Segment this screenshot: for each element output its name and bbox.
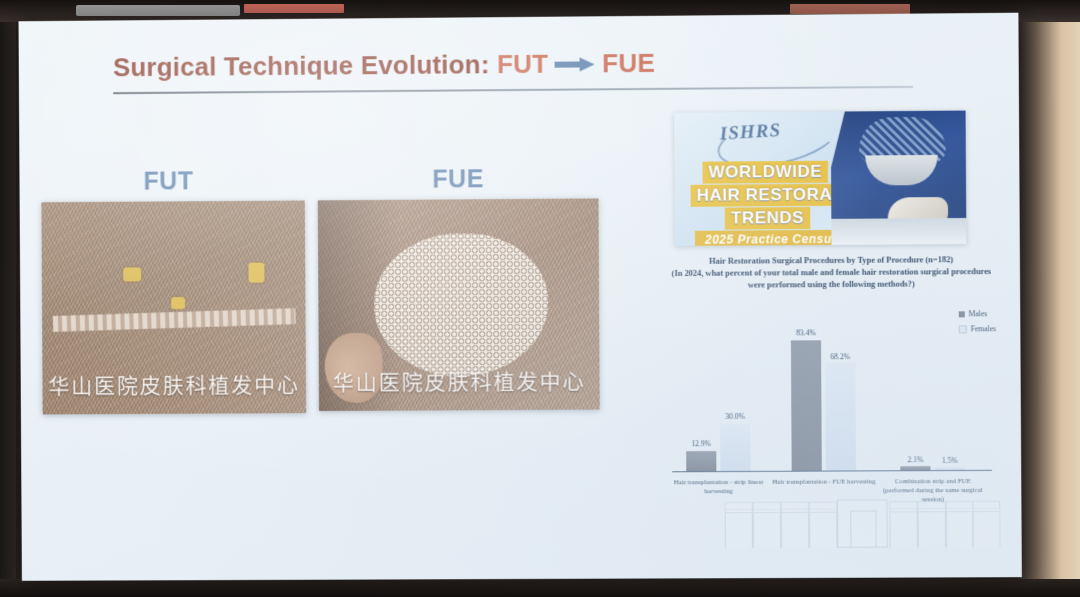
surgical-clip-icon xyxy=(171,297,186,310)
legend-item-males: Males xyxy=(958,306,996,321)
bar-males-0 xyxy=(686,450,717,471)
bar-males-2 xyxy=(900,466,931,470)
bar-females-2 xyxy=(934,467,965,470)
legend-swatch-males xyxy=(958,311,965,318)
bar-males-1 xyxy=(790,339,822,471)
presentation-slide: Surgical Technique Evolution: FUT FUE FUT… xyxy=(18,12,1022,581)
surgical-clip-icon xyxy=(248,262,265,283)
ceiling-accent-red-right xyxy=(790,4,910,14)
chart-subtitle: (In 2024, what percent of your total mal… xyxy=(671,267,992,290)
surgical-clip-icon xyxy=(123,267,142,282)
chart-title-block: Hair Restoration Surgical Procedures by … xyxy=(663,254,1000,293)
legend-item-females: Females xyxy=(958,321,996,336)
right-arrow-icon xyxy=(554,57,596,72)
fue-extraction-sites-photo: 华山医院皮肤科植发中心 xyxy=(317,198,600,412)
building-facade-graphic xyxy=(724,499,1001,549)
ceiling-accent-red xyxy=(244,4,344,13)
surgeon-illustration xyxy=(831,111,967,245)
bar-value-label: 12.9% xyxy=(691,438,712,449)
page-title: Surgical Technique Evolution: FUT FUE xyxy=(113,48,655,83)
surgical-mask-icon xyxy=(865,155,938,186)
title-term-fue: FUE xyxy=(602,47,656,79)
census-bar-chart: Hair Restoration Surgical Procedures by … xyxy=(663,254,1001,522)
legend-label-females: Females xyxy=(970,324,997,334)
photo-watermark: 华山医院皮肤科植发中心 xyxy=(332,369,586,395)
panel-label-fut: FUT xyxy=(143,167,194,196)
bar-value-label: 30.0% xyxy=(725,412,746,422)
chart-category-label: Hair transplantation - strip linear harv… xyxy=(673,478,764,496)
surgical-field xyxy=(831,218,966,245)
banner-line-trends: TRENDS xyxy=(724,206,811,230)
title-term-fut: FUT xyxy=(496,48,549,80)
bar-females-1 xyxy=(825,363,857,471)
photo-watermark: 华山医院皮肤科植发中心 xyxy=(48,373,301,399)
legend-swatch-females xyxy=(958,325,967,334)
screen-bezel-bottom xyxy=(0,579,1080,597)
legend-label-males: Males xyxy=(968,309,988,319)
chart-category-label: Hair transplantation - FUE harvesting xyxy=(772,478,876,486)
ishrs-logo: ISHRS xyxy=(719,119,782,145)
bar-value-label: 68.2% xyxy=(830,351,851,361)
chart-plot-area: 12.9% 30.0% Hair transplantation - strip l… xyxy=(671,300,992,504)
banner-line-worldwide: WORLDWIDE xyxy=(702,160,829,184)
bar-females-0 xyxy=(720,423,751,471)
page-title-prefix: Surgical Technique Evolution: xyxy=(112,49,498,83)
wall-right-edge xyxy=(1018,0,1080,597)
bar-value-label: 83.4% xyxy=(796,328,816,338)
wall-left-edge xyxy=(0,0,16,597)
census-banner-image: ISHRS WORLDWIDE HAIR RESTORATION TRENDS … xyxy=(674,110,967,246)
bar-value-label: 1.5% xyxy=(941,455,958,465)
fut-strip-scar-photo: 华山医院皮肤科植发中心 xyxy=(41,200,307,415)
panel-label-fue: FUE xyxy=(432,165,485,194)
title-divider xyxy=(113,85,914,95)
chart-legend: Males Females xyxy=(958,306,996,337)
ceiling-accent-gray xyxy=(76,5,240,16)
